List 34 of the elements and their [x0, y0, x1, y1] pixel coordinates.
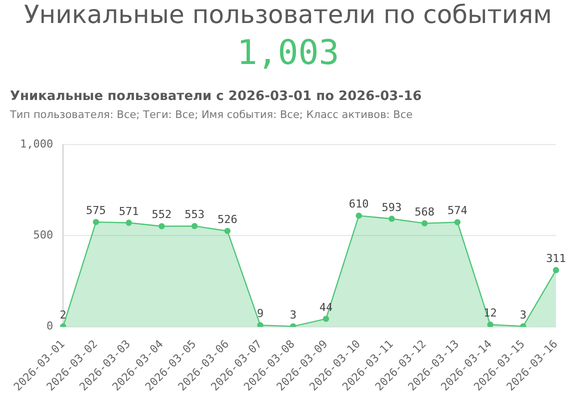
point [388, 216, 395, 222]
data-label: 610 [348, 198, 369, 211]
point [224, 228, 231, 234]
chart-subtitle: Уникальные пользователи с 2026-03-01 по 2026-03-16 [10, 89, 422, 104]
point [454, 219, 461, 226]
point [92, 218, 100, 226]
point [552, 267, 560, 274]
data-label: 2 [60, 308, 66, 322]
point [126, 220, 132, 226]
point [487, 322, 494, 327]
text: 1,003 [236, 33, 340, 73]
text: Тип пользователя: Все; Теги: Все; Имя события: Все; Класс активов: Все [10, 109, 413, 121]
data-label: 593 [382, 200, 402, 214]
data-label: 9 [256, 307, 264, 320]
data-label: 575 [86, 204, 106, 218]
data-label: 552 [152, 208, 172, 222]
data-label: 311 [546, 252, 566, 266]
data-label: 568 [414, 205, 434, 218]
point [191, 222, 198, 230]
data-label: 3 [290, 308, 296, 322]
data-label: 553 [184, 208, 204, 222]
point [158, 223, 165, 230]
point [322, 316, 330, 322]
y-tick-label: 1,000 [20, 137, 54, 150]
point [421, 220, 428, 226]
data-label: 526 [217, 212, 238, 226]
data-label: 3 [520, 308, 526, 322]
y-tick-label: 500 [33, 228, 54, 242]
data-label: 571 [118, 204, 139, 218]
y-tick-label: 0 [46, 320, 54, 333]
data-label: 574 [447, 204, 468, 218]
chart-title: Уникальные пользователи по событиям [23, 0, 553, 30]
point [257, 322, 264, 327]
point [356, 212, 362, 219]
